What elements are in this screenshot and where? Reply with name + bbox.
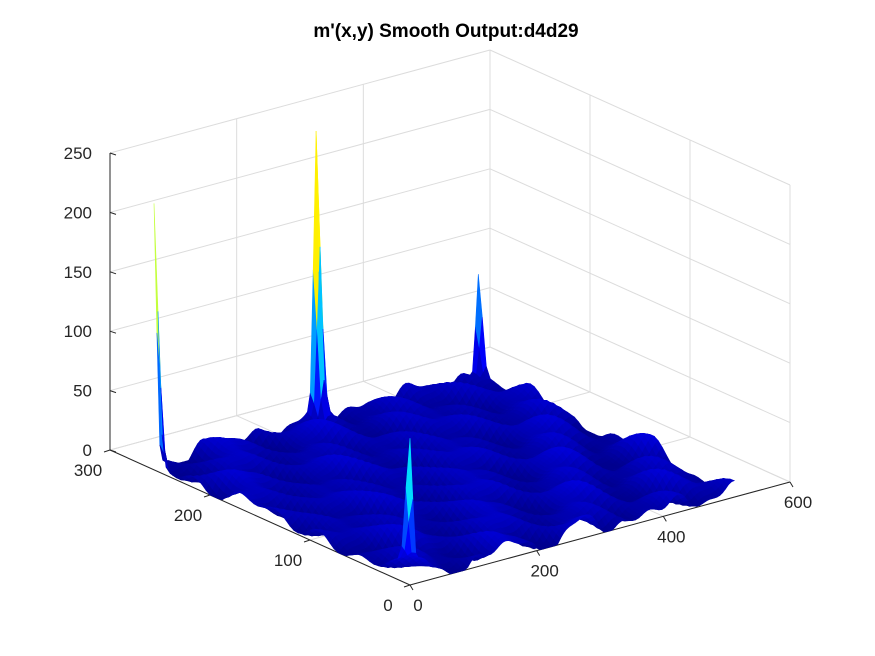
wall-grid-zr-1: [489, 287, 791, 424]
z-tick-3: [109, 271, 117, 275]
surface: [153, 130, 736, 575]
y-tick-1: [303, 539, 311, 543]
wall-grid-zr-0: [489, 346, 791, 483]
x-tick-2: [662, 516, 667, 522]
x-axis-line: [409, 481, 791, 586]
x-tick-0: [409, 584, 414, 591]
wall-grid-zb-1: [109, 287, 491, 392]
wall-grid-zr-4: [489, 108, 791, 245]
wall-grid-zr-5: [489, 49, 791, 186]
y-axis-line: [109, 449, 411, 586]
x-tick-3: [789, 481, 794, 488]
z-tick-0: [109, 449, 117, 453]
wall-grid-zb-0: [109, 346, 491, 451]
wall-grid-zr-2: [489, 227, 791, 364]
z-tick-2: [109, 330, 117, 334]
wall-grid-zb-2: [109, 227, 491, 332]
z-tick-5: [109, 152, 117, 156]
wall-grid-zr-3: [489, 168, 791, 305]
y-tick-3: [103, 449, 111, 453]
wall-grid-zb-4: [109, 108, 491, 213]
y-tick-2: [203, 494, 211, 498]
z-tick-1: [109, 390, 117, 394]
wall-grid-zb-3: [109, 168, 491, 273]
axes-layer: [103, 152, 794, 591]
x-tick-1: [536, 550, 541, 556]
y-tick-0: [403, 584, 411, 588]
z-tick-4: [109, 211, 117, 215]
wall-grid-zb-5: [109, 49, 491, 154]
